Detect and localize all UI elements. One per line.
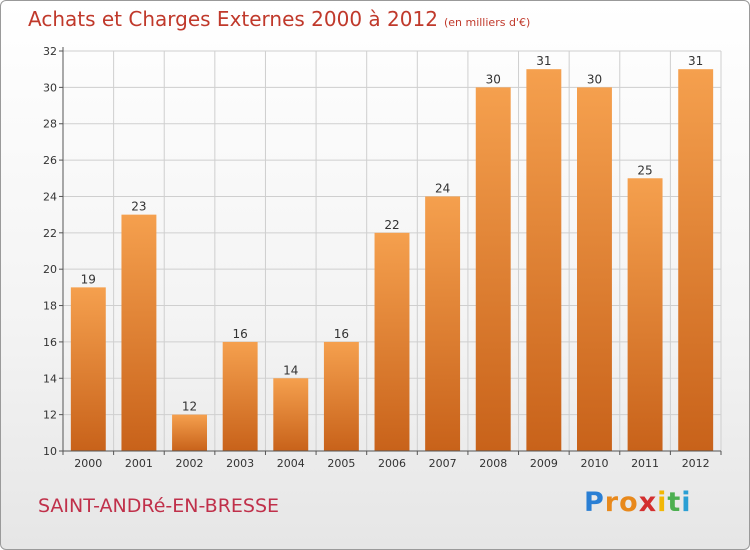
x-tick-label: 2005 — [327, 457, 355, 470]
chart-title: Achats et Charges Externes 2000 à 2012 (e… — [28, 7, 530, 31]
labels: 10 12 14 16 18 20 22 24 26 28 30 32 19 2000 23 2001 12 20… — [43, 45, 710, 470]
bar — [678, 69, 714, 451]
x-tick-label: 2008 — [479, 457, 507, 470]
data-label: 23 — [131, 200, 146, 214]
data-label: 30 — [587, 72, 602, 86]
data-label: 12 — [182, 400, 197, 414]
y-tick-label: 30 — [43, 81, 57, 94]
x-tick-label: 2004 — [277, 457, 305, 470]
bar — [70, 287, 106, 451]
y-tick-label: 14 — [43, 372, 57, 385]
logo-letter: x — [638, 487, 658, 518]
logo-letter: t — [667, 487, 682, 518]
bar — [576, 87, 612, 451]
x-tick-label: 2006 — [378, 457, 406, 470]
y-tick-label: 32 — [43, 45, 57, 58]
y-tick-label: 16 — [43, 336, 57, 349]
bar — [222, 341, 258, 451]
data-label: 16 — [334, 327, 349, 341]
x-tick-label: 2002 — [176, 457, 204, 470]
bars — [70, 69, 714, 452]
bar — [475, 87, 511, 451]
y-tick-label: 12 — [43, 409, 57, 422]
data-label: 22 — [384, 218, 399, 232]
axes — [59, 47, 722, 455]
logo-letter: i — [657, 487, 668, 518]
bar — [374, 232, 410, 451]
data-label: 31 — [688, 54, 703, 68]
bar — [172, 414, 208, 451]
logo-letter: r — [604, 487, 620, 518]
bar — [121, 214, 157, 451]
chart-title-text: Achats et Charges Externes 2000 à 2012 — [28, 7, 438, 31]
x-tick-label: 2007 — [429, 457, 457, 470]
y-tick-label: 26 — [43, 154, 57, 167]
data-label: 25 — [637, 163, 652, 177]
data-label: 30 — [486, 72, 501, 86]
bar — [526, 69, 562, 451]
bar — [425, 196, 461, 451]
bar — [627, 178, 663, 452]
x-tick-label: 2011 — [631, 457, 659, 470]
proxiti-logo: Proxiti — [584, 487, 692, 518]
data-label: 16 — [233, 327, 248, 341]
y-tick-label: 20 — [43, 263, 57, 276]
logo-letter: o — [619, 487, 639, 518]
y-tick-label: 18 — [43, 300, 57, 313]
data-label: 31 — [536, 54, 551, 68]
logo-letter: i — [681, 487, 692, 518]
y-tick-label: 28 — [43, 118, 57, 131]
bar — [323, 341, 359, 451]
y-tick-label: 10 — [43, 445, 57, 458]
x-tick-label: 2001 — [125, 457, 153, 470]
data-label: 19 — [81, 272, 96, 286]
data-label: 24 — [435, 181, 450, 195]
chart-title-unit: (en milliers d'€) — [443, 16, 531, 29]
data-label: 14 — [283, 363, 298, 377]
x-tick-label: 2009 — [530, 457, 558, 470]
y-tick-label: 22 — [43, 227, 57, 240]
x-tick-label: 2003 — [226, 457, 254, 470]
logo-letter: P — [584, 487, 605, 518]
y-tick-label: 24 — [43, 190, 57, 203]
x-tick-label: 2010 — [580, 457, 608, 470]
bar — [273, 378, 309, 451]
x-tick-label: 2000 — [74, 457, 102, 470]
x-tick-label: 2012 — [682, 457, 710, 470]
city-name: SAINT-ANDRé-EN-BRESSE — [38, 495, 280, 517]
